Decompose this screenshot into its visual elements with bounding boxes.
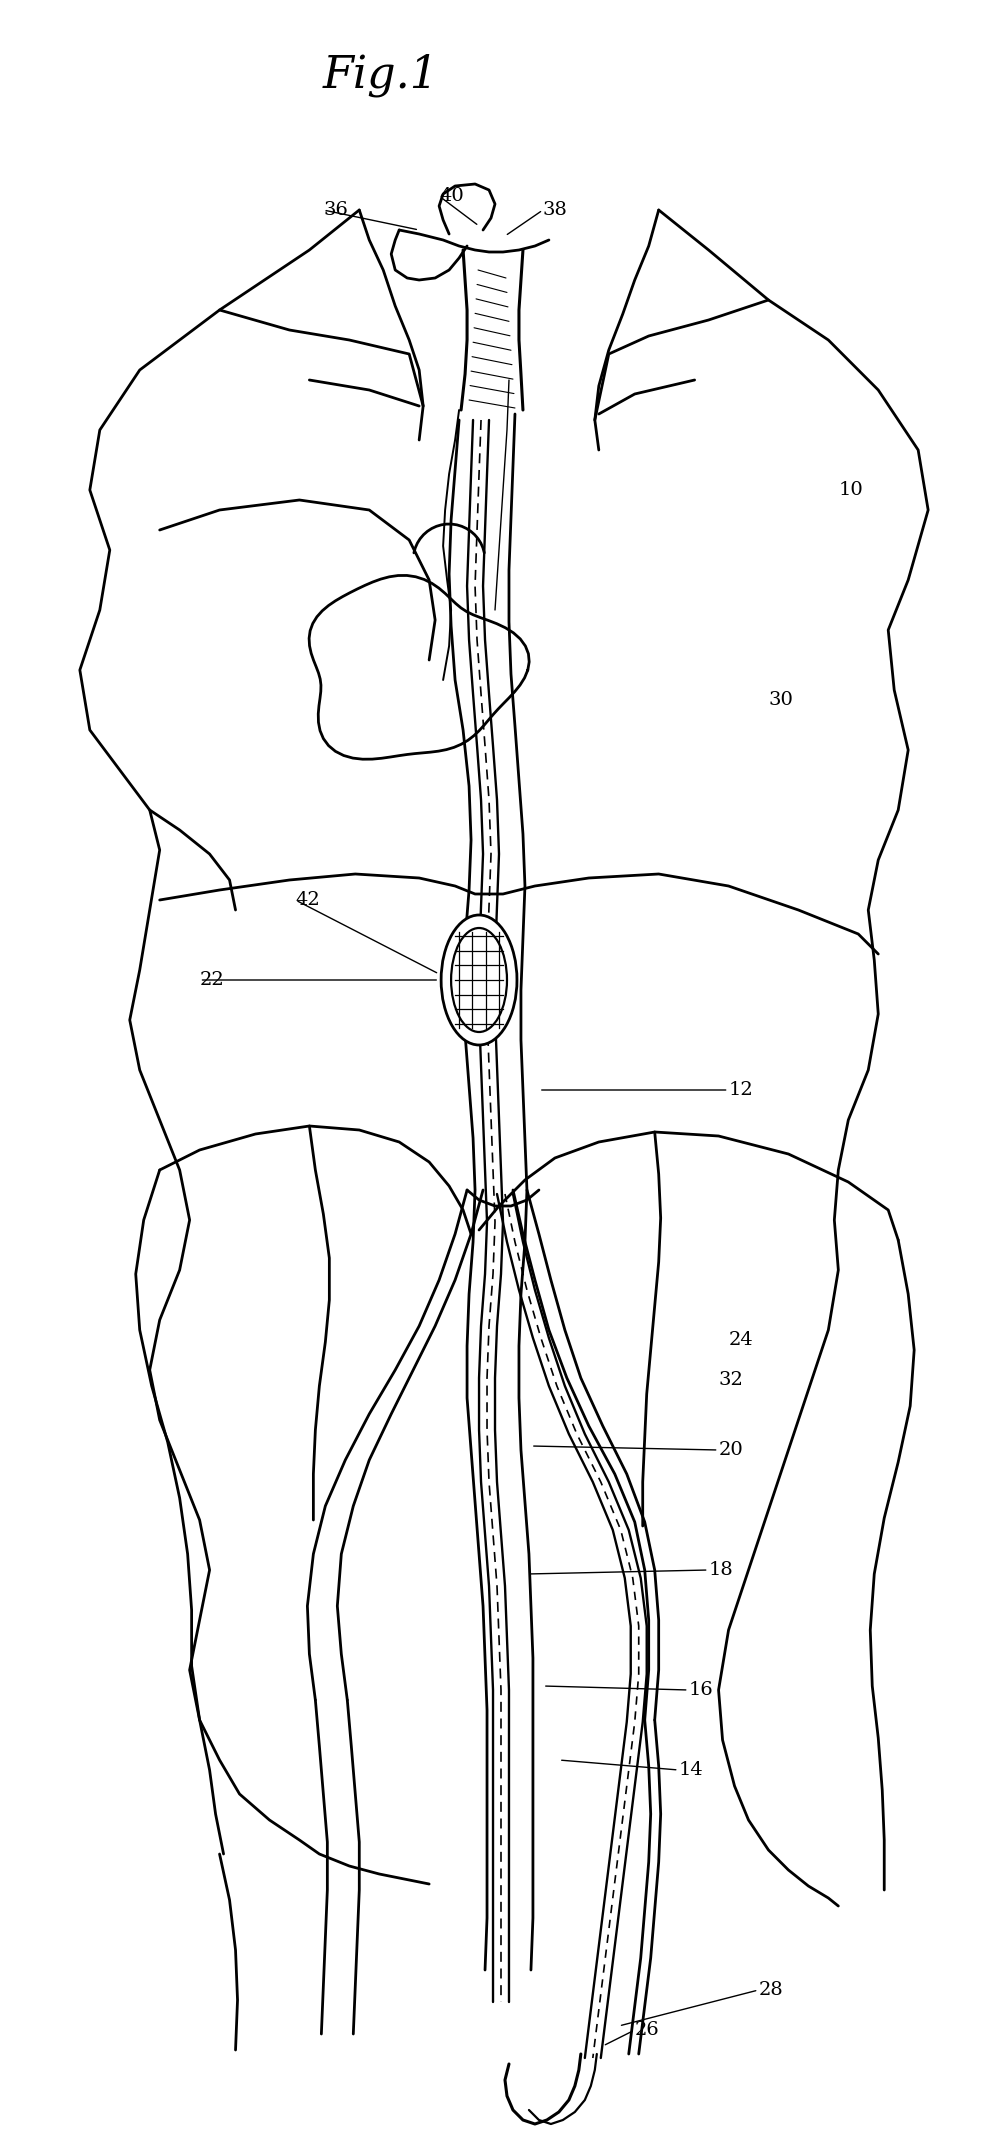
Ellipse shape — [441, 916, 517, 1046]
Text: Fig.1: Fig.1 — [323, 53, 439, 96]
Text: 38: 38 — [543, 200, 568, 219]
Text: 22: 22 — [199, 971, 224, 988]
Text: 18: 18 — [708, 1561, 733, 1578]
Text: 12: 12 — [728, 1082, 754, 1099]
Text: 40: 40 — [439, 187, 464, 204]
Text: 10: 10 — [839, 481, 863, 498]
Text: 14: 14 — [678, 1762, 703, 1779]
Text: 26: 26 — [634, 2021, 659, 2038]
Text: 30: 30 — [769, 690, 794, 709]
Text: 20: 20 — [718, 1442, 743, 1459]
Text: 42: 42 — [296, 890, 321, 910]
Text: 28: 28 — [759, 1981, 784, 1998]
Text: 32: 32 — [718, 1372, 743, 1389]
Text: 16: 16 — [688, 1681, 713, 1700]
Text: 36: 36 — [324, 200, 349, 219]
Text: 24: 24 — [728, 1331, 754, 1348]
